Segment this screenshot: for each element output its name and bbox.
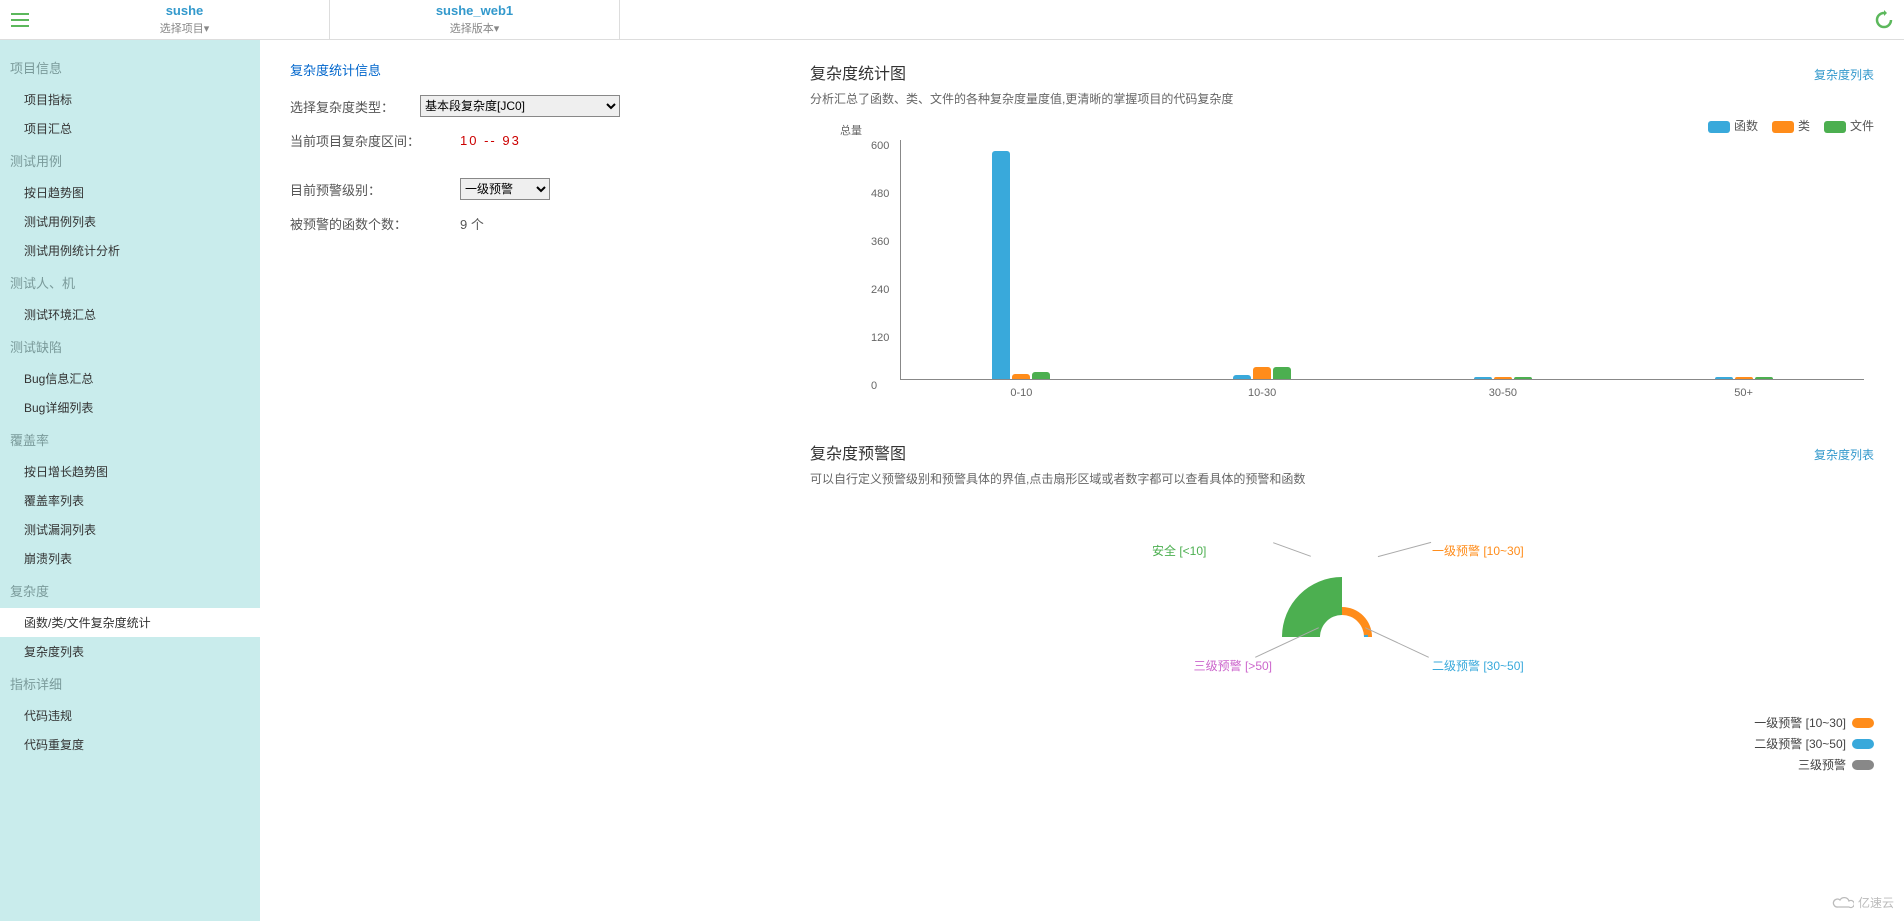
- sidebar-item[interactable]: 复杂度列表: [0, 637, 260, 666]
- project-title: sushe: [40, 3, 329, 18]
- sidebar-item[interactable]: 崩溃列表: [0, 544, 260, 573]
- bar-chart-title: 复杂度统计图: [810, 60, 1814, 84]
- count-label: 被预警的函数个数：: [290, 214, 420, 233]
- info-title: 复杂度统计信息: [290, 60, 770, 79]
- project-tab[interactable]: sushe 选择项目▾: [40, 0, 330, 39]
- y-axis-title: 总量: [840, 122, 862, 138]
- legend-item[interactable]: 文件: [1824, 117, 1874, 134]
- bar[interactable]: [1715, 377, 1733, 379]
- legend-item[interactable]: 函数: [1708, 117, 1758, 134]
- gauge-label-level1[interactable]: 一级预警 [10~30]: [1432, 542, 1524, 559]
- gauge-svg[interactable]: [1242, 537, 1442, 657]
- sidebar-item[interactable]: 函数/类/文件复杂度统计: [0, 608, 260, 637]
- legend-item[interactable]: 一级预警 [10~30]: [1754, 714, 1874, 731]
- sidebar-item[interactable]: 按日趋势图: [0, 178, 260, 207]
- legend-item[interactable]: 类: [1772, 117, 1810, 134]
- sidebar-item[interactable]: 代码重复度: [0, 730, 260, 759]
- gauge-label-level3[interactable]: 三级预警 [>50]: [1152, 657, 1272, 674]
- sidebar: 项目信息项目指标项目汇总测试用例按日趋势图测试用例列表测试用例统计分析测试人、机…: [0, 40, 260, 921]
- bar[interactable]: [1012, 374, 1030, 379]
- topbar: sushe 选择项目▾ sushe_web1 选择版本▾: [0, 0, 1904, 40]
- gauge-chart-desc: 可以自行定义预警级别和预警具体的界值,点击扇形区域或者数字都可以查看具体的预警和…: [810, 470, 1874, 487]
- bar-legend: 函数类文件: [810, 117, 1874, 134]
- bar[interactable]: [1735, 377, 1753, 379]
- type-label: 选择复杂度类型：: [290, 97, 420, 116]
- bar[interactable]: [1514, 377, 1532, 379]
- version-tab[interactable]: sushe_web1 选择版本▾: [330, 0, 620, 39]
- gauge-label-safe[interactable]: 安全 [<10]: [1152, 542, 1206, 559]
- bar-chart: 总量 01202403604806000-1010-3030-5050+: [870, 140, 1864, 410]
- sidebar-group: 项目信息: [0, 50, 260, 85]
- info-panel: 复杂度统计信息 选择复杂度类型： 基本段复杂度[JC0] 当前项目复杂度区间： …: [290, 60, 770, 901]
- gauge-label-level2[interactable]: 二级预警 [30~50]: [1432, 657, 1524, 674]
- bar[interactable]: [1273, 367, 1291, 379]
- bar-chart-link[interactable]: 复杂度列表: [1814, 66, 1874, 83]
- gauge-chart: 安全 [<10] 一级预警 [10~30] 二级预警 [30~50] 三级预警 …: [810, 507, 1874, 767]
- charts-panel: 复杂度统计图 复杂度列表 分析汇总了函数、类、文件的各种复杂度量度值,更清晰的掌…: [810, 60, 1874, 901]
- x-axis-label: 10-30: [1248, 387, 1276, 399]
- bar[interactable]: [1755, 377, 1773, 379]
- bar[interactable]: [1032, 372, 1050, 379]
- bar[interactable]: [1494, 377, 1512, 379]
- bar[interactable]: [1474, 377, 1492, 379]
- main-content: 复杂度统计信息 选择复杂度类型： 基本段复杂度[JC0] 当前项目复杂度区间： …: [260, 40, 1904, 921]
- project-sub: 选择项目▾: [40, 20, 329, 36]
- sidebar-item[interactable]: 按日增长趋势图: [0, 457, 260, 486]
- bar[interactable]: [992, 151, 1010, 379]
- bar[interactable]: [1233, 375, 1251, 379]
- sidebar-group: 复杂度: [0, 573, 260, 608]
- sidebar-group: 测试人、机: [0, 265, 260, 300]
- legend-item[interactable]: 三级预警: [1754, 756, 1874, 773]
- x-axis-label: 0-10: [1010, 387, 1032, 399]
- warn-select[interactable]: 一级预警: [460, 178, 550, 200]
- x-axis-label: 50+: [1734, 387, 1753, 399]
- gauge-legend: 一级预警 [10~30] 二级预警 [30~50] 三级预警: [1754, 714, 1874, 777]
- menu-icon[interactable]: [0, 0, 40, 39]
- sidebar-group: 指标详细: [0, 666, 260, 701]
- sidebar-group: 测试用例: [0, 143, 260, 178]
- legend-item[interactable]: 二级预警 [30~50]: [1754, 735, 1874, 752]
- sidebar-item[interactable]: Bug详细列表: [0, 393, 260, 422]
- type-select[interactable]: 基本段复杂度[JC0]: [420, 95, 620, 117]
- sidebar-item[interactable]: 测试漏洞列表: [0, 515, 260, 544]
- warn-label: 目前预警级别：: [290, 180, 420, 199]
- version-sub: 选择版本▾: [330, 20, 619, 36]
- sidebar-item[interactable]: 项目指标: [0, 85, 260, 114]
- sidebar-group: 测试缺陷: [0, 329, 260, 364]
- gauge-chart-title: 复杂度预警图: [810, 440, 1814, 464]
- bar-chart-desc: 分析汇总了函数、类、文件的各种复杂度量度值,更清晰的掌握项目的代码复杂度: [810, 90, 1874, 107]
- sidebar-item[interactable]: 测试用例列表: [0, 207, 260, 236]
- count-value: 9 个: [460, 214, 484, 233]
- bar[interactable]: [1253, 367, 1271, 379]
- sidebar-item[interactable]: 测试环境汇总: [0, 300, 260, 329]
- sidebar-item[interactable]: 覆盖率列表: [0, 486, 260, 515]
- watermark: 亿速云: [1832, 894, 1894, 911]
- range-label: 当前项目复杂度区间：: [290, 131, 420, 150]
- x-axis-label: 30-50: [1489, 387, 1517, 399]
- sidebar-item[interactable]: Bug信息汇总: [0, 364, 260, 393]
- range-value: 10 -- 93: [460, 133, 521, 148]
- refresh-icon[interactable]: [1864, 0, 1904, 39]
- version-title: sushe_web1: [330, 3, 619, 18]
- sidebar-item[interactable]: 代码违规: [0, 701, 260, 730]
- sidebar-group: 覆盖率: [0, 422, 260, 457]
- gauge-chart-link[interactable]: 复杂度列表: [1814, 446, 1874, 463]
- sidebar-item[interactable]: 测试用例统计分析: [0, 236, 260, 265]
- sidebar-item[interactable]: 项目汇总: [0, 114, 260, 143]
